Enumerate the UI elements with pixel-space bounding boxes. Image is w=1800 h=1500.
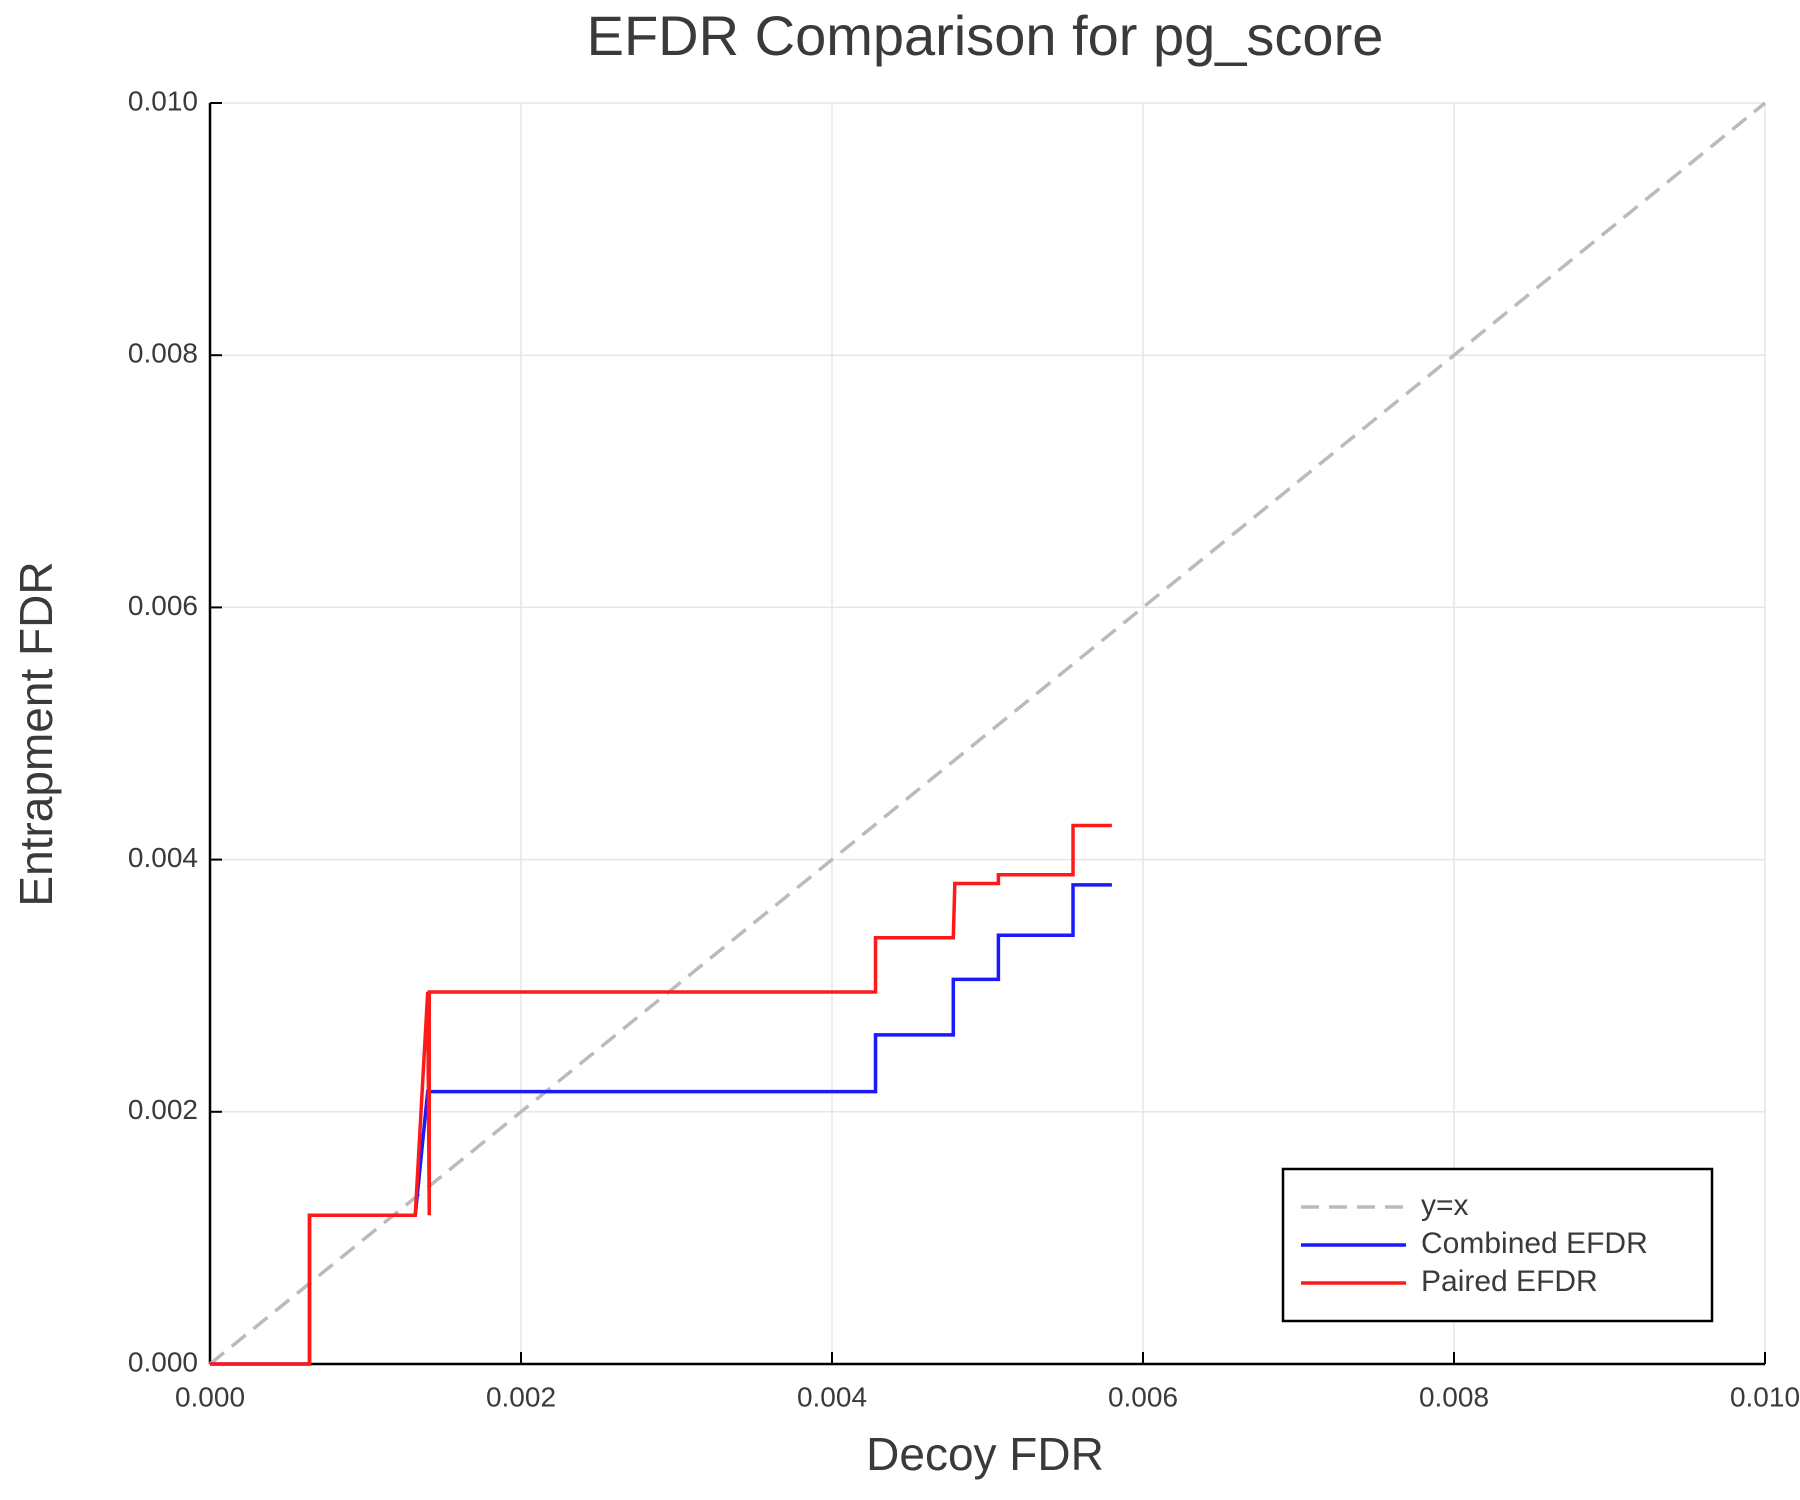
legend-label: Combined EFDR [1421,1227,1648,1260]
legend-label: y=x [1421,1189,1469,1222]
y-tick-label: 0.008 [128,338,198,369]
y-tick-label: 0.010 [128,85,198,116]
x-tick-label: 0.000 [175,1381,245,1412]
x-tick-label: 0.004 [797,1381,867,1412]
x-tick-label: 0.002 [486,1381,556,1412]
data-line [210,883,1112,1366]
y-axis-label: Entrapment FDR [10,561,62,906]
data-line [210,823,1112,1366]
x-tick-label: 0.006 [1108,1381,1178,1412]
data-line [208,101,1767,1366]
x-tick-label: 0.008 [1419,1381,1489,1412]
y-tick-label: 0.004 [128,842,198,873]
x-tick-label: 0.010 [1730,1381,1800,1412]
y-tick-label: 0.006 [128,590,198,621]
y-tick-label: 0.000 [128,1346,198,1377]
legend-label: Paired EFDR [1421,1265,1598,1298]
chart-title: EFDR Comparison for pg_score [587,4,1384,67]
y-tick-label: 0.002 [128,1094,198,1125]
x-axis-label: Decoy FDR [866,1428,1104,1480]
